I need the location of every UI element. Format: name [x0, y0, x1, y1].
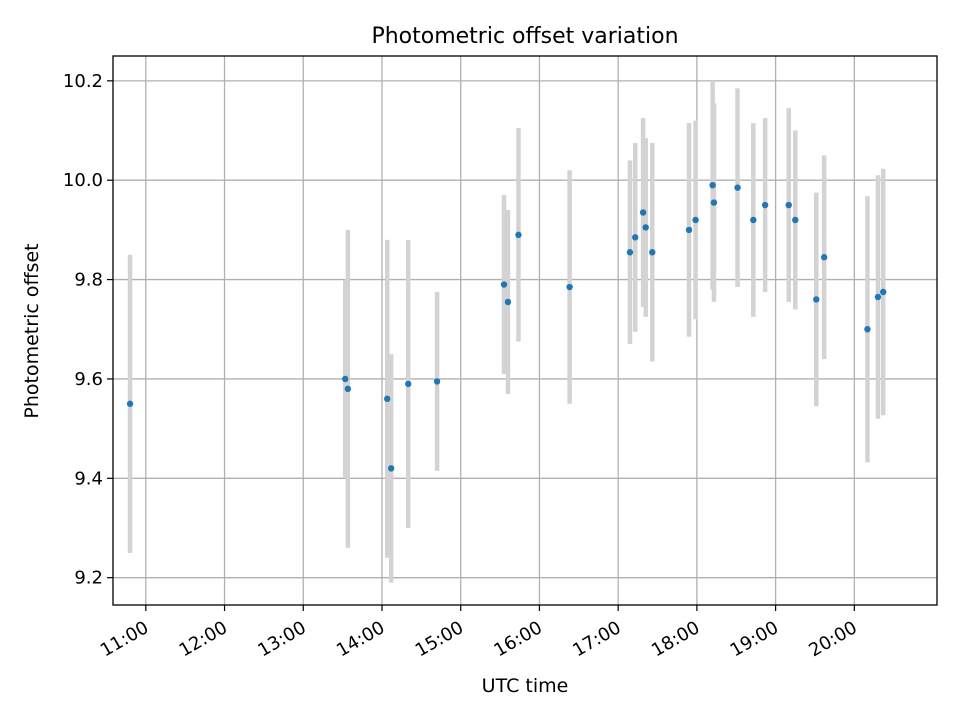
y-tick-label: 9.2 — [74, 568, 103, 589]
y-tick-label: 9.8 — [74, 270, 103, 291]
data-point — [692, 216, 699, 224]
point-layer — [126, 181, 887, 472]
data-point — [126, 400, 134, 407]
x-tick-label: 19:00 — [727, 617, 782, 661]
data-point — [504, 298, 512, 306]
grid-layer — [113, 56, 937, 605]
x-tick-label: 12:00 — [176, 617, 231, 661]
data-point — [820, 254, 828, 261]
data-point — [709, 181, 716, 189]
x-tick-label: 14:00 — [333, 617, 388, 661]
data-point — [342, 375, 349, 383]
x-tick-label: 11:00 — [97, 617, 152, 661]
y-tick-label: 9.6 — [74, 369, 103, 390]
data-point — [387, 465, 395, 472]
data-point — [880, 288, 887, 296]
data-point — [626, 249, 634, 256]
y-tick-label: 10.0 — [63, 170, 103, 191]
data-point — [642, 224, 649, 231]
chart-title: Photometric offset variation — [371, 24, 678, 49]
data-point — [405, 380, 412, 388]
data-point — [649, 249, 656, 256]
x-tick-label: 15:00 — [412, 617, 467, 661]
data-point — [785, 201, 792, 209]
x-tick-label: 16:00 — [491, 617, 546, 661]
x-tick-label: 20:00 — [805, 617, 860, 661]
x-tick-label: 18:00 — [648, 617, 703, 661]
data-point — [792, 216, 799, 224]
data-point — [515, 231, 522, 239]
plot-frame — [112, 55, 938, 606]
data-point — [761, 201, 769, 209]
data-point — [874, 293, 882, 301]
data-point — [639, 209, 647, 216]
y-axis-label: Photometric offset — [21, 243, 43, 418]
errorbar-layer — [127, 80, 886, 583]
x-tick-label: 17:00 — [569, 617, 624, 661]
y-tick-label: 10.2 — [63, 71, 103, 92]
data-point — [685, 226, 693, 234]
x-axis-label: UTC time — [482, 675, 569, 697]
data-point — [750, 216, 757, 224]
data-point — [344, 385, 352, 393]
x-tick-label: 13:00 — [254, 617, 309, 661]
data-point — [734, 184, 741, 191]
data-point — [632, 234, 639, 241]
data-point — [384, 395, 391, 403]
data-point — [566, 283, 573, 291]
data-point — [813, 296, 820, 303]
data-point — [864, 326, 871, 333]
data-point — [433, 378, 441, 385]
tick-layer: 11:00 12:00 13:00 14:00 15:00 16:00 17:00 18:00… — [63, 71, 861, 661]
data-point — [500, 281, 508, 288]
data-point — [710, 199, 718, 206]
y-tick-label: 9.4 — [74, 468, 103, 489]
